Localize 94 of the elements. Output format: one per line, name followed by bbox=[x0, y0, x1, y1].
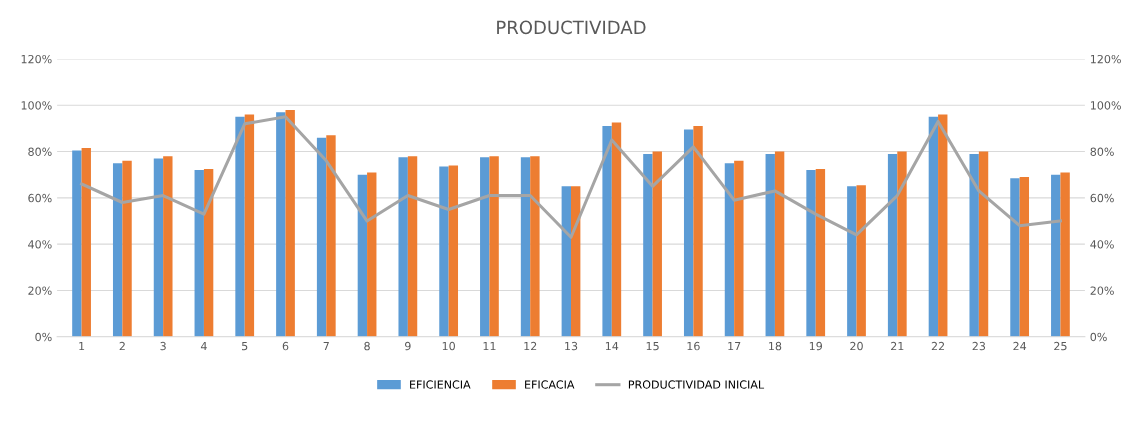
x-tick-label: 15 bbox=[646, 342, 659, 351]
bar bbox=[897, 151, 907, 337]
bar bbox=[448, 165, 459, 337]
bar bbox=[326, 135, 336, 337]
bar bbox=[520, 157, 531, 337]
bar bbox=[734, 160, 744, 337]
bar bbox=[774, 151, 785, 337]
bar bbox=[887, 153, 898, 337]
bar bbox=[611, 122, 622, 337]
chart-title: PRODUCTIVIDAD bbox=[497, 20, 646, 35]
bar bbox=[244, 114, 255, 337]
x-tick-label: 20 bbox=[850, 341, 863, 351]
bar bbox=[643, 153, 653, 337]
bar bbox=[194, 170, 204, 337]
x-tick-label: 7 bbox=[323, 342, 329, 351]
bar bbox=[285, 109, 295, 337]
x-tick-label: 2 bbox=[119, 341, 125, 351]
bar bbox=[652, 151, 662, 337]
y2-tick-label: 60% bbox=[1090, 193, 1114, 203]
bar bbox=[806, 170, 816, 337]
y2-tick-label: 0% bbox=[1090, 332, 1107, 342]
bar bbox=[683, 129, 694, 337]
y-tick-label: 40% bbox=[28, 240, 52, 249]
x-tick-label: 12 bbox=[524, 341, 537, 351]
bar bbox=[367, 172, 377, 337]
x-tick-label: 8 bbox=[364, 341, 370, 351]
x-tick-label: 4 bbox=[200, 342, 207, 351]
bar bbox=[847, 186, 857, 337]
y-tick-label: 0% bbox=[35, 332, 52, 342]
legend-label: PRODUCTIVIDAD INICIAL bbox=[628, 380, 765, 389]
bar bbox=[815, 168, 826, 337]
bar bbox=[122, 160, 132, 337]
bar bbox=[978, 151, 989, 337]
bar bbox=[928, 116, 939, 337]
x-tick-label: 9 bbox=[405, 341, 411, 351]
y2-tick-label: 120% bbox=[1090, 54, 1121, 64]
bar bbox=[153, 158, 164, 337]
bar bbox=[530, 156, 540, 337]
bar bbox=[561, 186, 571, 337]
x-tick-label: 19 bbox=[809, 341, 822, 351]
bar bbox=[439, 166, 449, 337]
bar bbox=[357, 174, 368, 337]
bar bbox=[1051, 174, 1061, 337]
legend-label: EFICIENCIA bbox=[410, 380, 471, 389]
y-tick-label: 20% bbox=[28, 286, 52, 295]
bar bbox=[1019, 177, 1030, 337]
bar bbox=[602, 126, 612, 337]
x-tick-label: 21 bbox=[891, 341, 904, 351]
y2-tick-label: 80% bbox=[1090, 147, 1114, 156]
y-tick-label: 60% bbox=[28, 193, 52, 203]
x-tick-label: 16 bbox=[687, 341, 700, 351]
y-tick-label: 120% bbox=[21, 54, 52, 64]
y-tick-label: 80% bbox=[28, 147, 52, 156]
y2-tick-label: 40% bbox=[1090, 240, 1114, 249]
x-tick-label: 5 bbox=[242, 342, 248, 351]
bar bbox=[203, 168, 214, 337]
bar bbox=[969, 153, 979, 337]
y2-tick-label: 100% bbox=[1090, 101, 1121, 110]
x-tick-label: 11 bbox=[483, 342, 496, 351]
x-tick-label: 23 bbox=[972, 341, 986, 351]
bar bbox=[480, 157, 490, 337]
bar bbox=[1010, 178, 1020, 337]
bar bbox=[938, 114, 948, 337]
bar bbox=[112, 163, 123, 337]
x-tick-label: 13 bbox=[565, 341, 578, 351]
x-tick-label: 18 bbox=[769, 341, 782, 351]
bar bbox=[81, 148, 91, 337]
line-series bbox=[80, 115, 1062, 239]
y2-tick-label: 20% bbox=[1090, 286, 1114, 295]
bar bbox=[235, 116, 245, 337]
bar bbox=[72, 150, 82, 337]
bar bbox=[316, 137, 327, 337]
x-tick-label: 22 bbox=[931, 341, 945, 351]
x-tick-label: 14 bbox=[605, 342, 619, 351]
bar bbox=[1060, 172, 1070, 337]
bar bbox=[765, 153, 775, 337]
legend-label: EFICACIA bbox=[525, 380, 575, 389]
bar bbox=[693, 126, 703, 337]
x-tick-label: 6 bbox=[282, 341, 289, 351]
x-tick-label: 24 bbox=[1013, 341, 1027, 351]
x-tick-label: 1 bbox=[79, 342, 85, 351]
bar bbox=[571, 186, 581, 337]
bar bbox=[489, 156, 499, 337]
x-tick-label: 17 bbox=[728, 342, 741, 351]
bar bbox=[163, 156, 173, 337]
y-tick-label: 100% bbox=[21, 101, 52, 110]
x-tick-label: 10 bbox=[442, 341, 455, 351]
x-tick-label: 3 bbox=[160, 341, 166, 351]
bar bbox=[276, 112, 286, 337]
bar bbox=[407, 156, 418, 337]
bar bbox=[398, 157, 408, 337]
bar bbox=[856, 185, 866, 337]
x-tick-label: 25 bbox=[1054, 341, 1067, 351]
bar bbox=[724, 163, 735, 337]
